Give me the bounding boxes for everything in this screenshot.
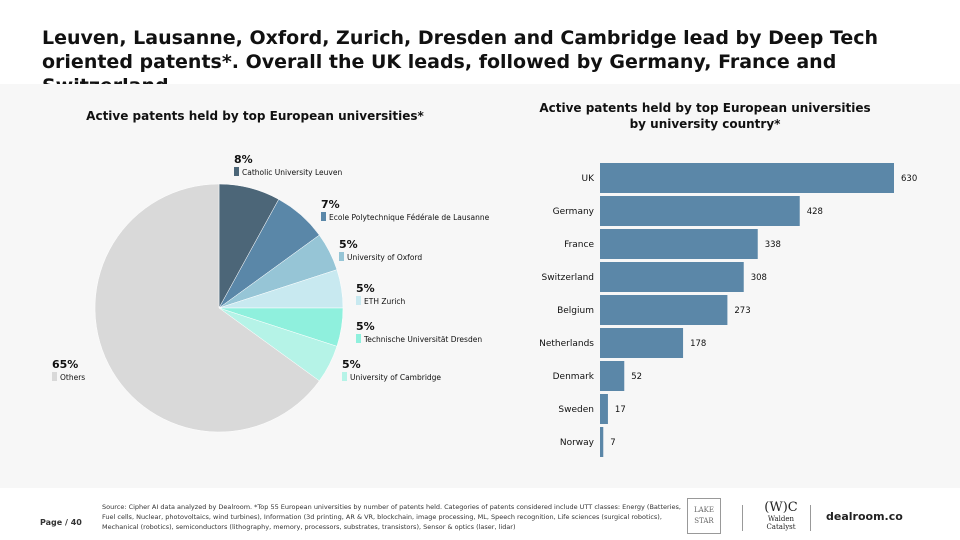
divider <box>742 505 743 531</box>
pie-category-label: ETH Zurich <box>364 297 406 306</box>
bar-category-label: Switzerland <box>542 273 595 283</box>
pie-percent-label: 7% <box>321 198 340 211</box>
bar-category-label: Netherlands <box>539 339 594 349</box>
pie-category-label: Technische Universität Dresden <box>363 335 482 344</box>
legend-swatch <box>342 372 347 381</box>
legend-swatch <box>339 252 344 261</box>
bar-value-label: 428 <box>807 207 823 217</box>
pie-category-label: University of Oxford <box>347 253 422 262</box>
pie-category-label: Catholic University Leuven <box>242 168 342 177</box>
bar-category-label: France <box>564 240 594 250</box>
bar <box>600 427 604 457</box>
bar-value-label: 273 <box>734 306 750 316</box>
page-number: Page / 40 <box>40 518 82 527</box>
bar-category-label: UK <box>582 174 596 184</box>
bar <box>600 295 728 325</box>
pie-percent-label: 5% <box>342 358 361 371</box>
bar-category-label: Sweden <box>558 405 594 415</box>
bar-value-label: 338 <box>765 240 781 250</box>
bar-value-label: 178 <box>690 339 706 349</box>
pie-category-label: University of Cambridge <box>350 373 441 382</box>
bar <box>600 262 744 292</box>
pie-percent-label: 5% <box>339 238 358 251</box>
logo-text: STAR <box>694 517 714 525</box>
bar-title: Active patents held by top European univ… <box>539 101 871 131</box>
source-note: Source: Cipher AI data analyzed by Dealr… <box>102 503 681 531</box>
pie-percent-label: 5% <box>356 320 375 333</box>
pie-percent-label: 8% <box>234 153 253 166</box>
bar-category-label: Norway <box>560 438 595 448</box>
bar <box>600 163 894 193</box>
dealroom-logo: dealroom.co <box>826 510 903 523</box>
bar <box>600 361 625 391</box>
bar-value-label: 52 <box>631 372 642 382</box>
pie-category-label: Ecole Polytechnique Fédérale de Lausanne <box>329 213 490 222</box>
legend-swatch <box>356 296 361 305</box>
walden-catalyst-logo: (W)C Walden Catalyst <box>758 500 804 531</box>
bar-value-label: 7 <box>610 438 615 448</box>
legend-swatch <box>52 372 57 381</box>
legend-swatch <box>234 167 239 176</box>
logo-text: (W)C <box>764 500 798 515</box>
bar-category-label: Belgium <box>557 306 594 316</box>
bar <box>600 394 608 424</box>
legend-swatch <box>321 212 326 221</box>
pie-category-label: Others <box>60 373 85 382</box>
lake-star-logo: LAKE STAR <box>687 498 721 534</box>
logo-text: Walden Catalyst <box>766 515 796 531</box>
logo-text: LAKE <box>693 506 715 514</box>
bar-category-label: Denmark <box>553 372 595 382</box>
bar-value-label: 17 <box>615 405 626 415</box>
legend-swatch <box>356 334 361 343</box>
pie-slice <box>94 183 320 433</box>
pie-title: Active patents held by top European univ… <box>86 109 424 123</box>
bar-value-label: 630 <box>901 174 917 184</box>
bar-value-label: 308 <box>751 273 767 283</box>
pie-percent-label: 5% <box>356 282 375 295</box>
pie-percent-label: 65% <box>52 358 78 371</box>
bar <box>600 229 758 259</box>
bar-category-label: Germany <box>553 207 595 217</box>
divider <box>810 505 811 531</box>
bar <box>600 328 684 358</box>
bar <box>600 196 800 226</box>
